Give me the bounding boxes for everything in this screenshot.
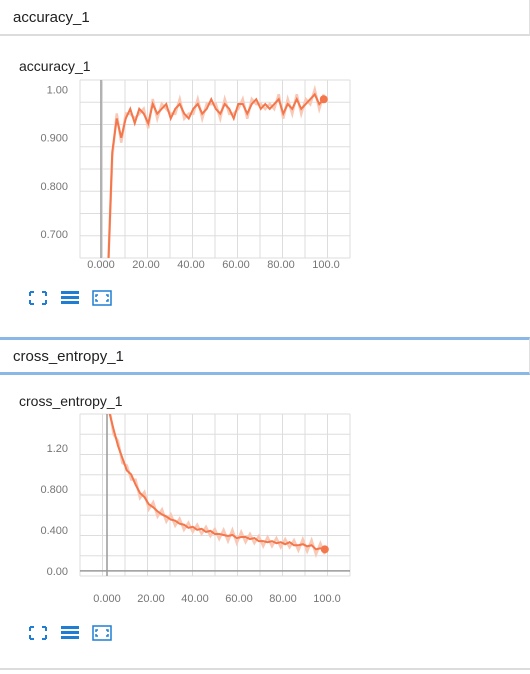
x-tick-label: 80.00 [269,593,297,605]
cross-entropy-chart: 0.00 0.400 0.800 1.20 0.000 20.00 40.00 60.00 80… [40,413,351,605]
expand-chart-icon[interactable] [92,290,112,306]
data-table-icon[interactable] [60,625,80,641]
x-tick-label: 100.0 [313,593,341,605]
data-table-icon[interactable] [60,290,80,306]
chart-toolbar-cross-entropy [28,625,112,641]
fit-domain-icon[interactable] [28,625,48,641]
x-tick-label: 40.00 [177,259,205,271]
chart-toolbar-accuracy [28,290,112,306]
x-tick-label: 0.000 [87,259,115,271]
x-tick-label: 100.0 [312,259,340,271]
series-line [107,92,325,258]
x-tick-label: 0.000 [93,593,121,605]
y-tick-label: 1.20 [47,443,68,455]
y-tick-label: 0.400 [40,525,68,537]
y-tick-label: 0.700 [40,229,68,241]
x-tick-label: 20.00 [137,593,165,605]
series-line [108,414,326,551]
section-header-cross-entropy[interactable]: cross_entropy_1 [0,337,530,375]
y-tick-label: 1.00 [47,85,68,97]
grid [79,413,351,577]
section-title: cross_entropy_1 [13,347,124,365]
x-tick-label: 40.00 [181,593,209,605]
y-tick-label: 0.800 [40,484,68,496]
y-tick-label: 0.00 [47,566,68,578]
last-point [319,95,328,104]
series-line-raw [107,84,325,258]
x-tick-label: 60.00 [225,593,253,605]
y-tick-label: 0.800 [40,181,68,193]
chart-title-cross-entropy: cross_entropy_1 [19,393,123,409]
section-header-accuracy[interactable]: accuracy_1 [0,0,530,36]
y-tick-label: 0.900 [40,133,68,145]
accuracy-chart: 0.700 0.800 0.900 1.00 0.000 20.00 40.00 60.00 8… [40,79,351,271]
x-tick-label: 60.00 [222,259,250,271]
x-tick-label: 80.00 [267,259,295,271]
fit-domain-icon[interactable] [28,290,48,306]
chart-title-accuracy: accuracy_1 [19,58,91,74]
divider [0,668,530,670]
section-title: accuracy_1 [13,8,90,26]
x-tick-label: 20.00 [132,259,160,271]
last-point [320,545,329,554]
expand-chart-icon[interactable] [92,625,112,641]
